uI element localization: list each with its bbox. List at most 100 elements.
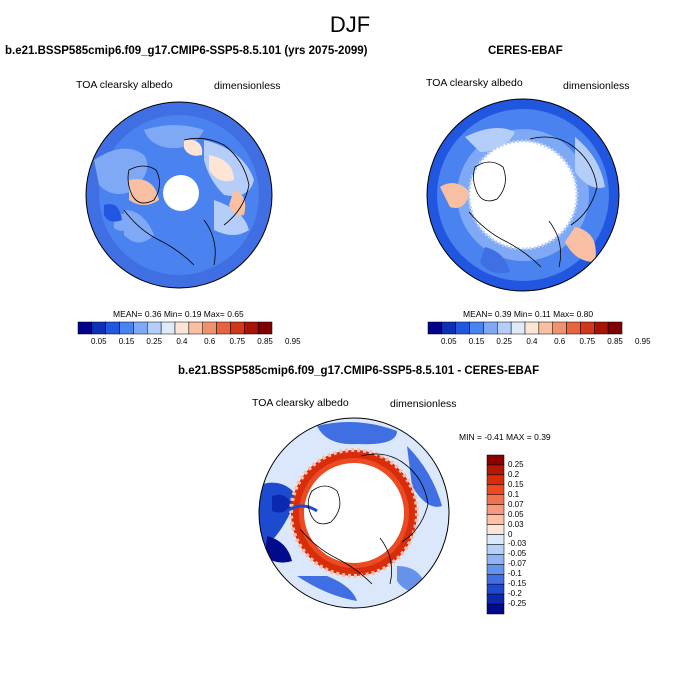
- panel-2-colorbar-tick-label: 0.85: [607, 337, 623, 346]
- panel-2-colorbar-swatch: [497, 321, 512, 335]
- panel-2-colorbar-swatch: [538, 321, 553, 335]
- panel-1-colorbar-swatch: [105, 321, 120, 335]
- panel-1-colorbar-tick-label: 0.85: [257, 337, 273, 346]
- diff-colorbar-tick-label: -0.03: [508, 539, 527, 549]
- diff-colorbar-swatch: [486, 464, 505, 476]
- panel-1-mean-value: 0.36: [144, 309, 162, 319]
- diff-colorbar-swatch: [486, 583, 505, 595]
- panel-1-max-label: Max=: [203, 309, 225, 319]
- panel-2-colorbar-swatch: [566, 321, 581, 335]
- diff-panel-map: [258, 417, 450, 609]
- panel-2-colorbar-swatch: [552, 321, 567, 335]
- panel-1-colorbar-tick-label: 0.15: [118, 337, 135, 346]
- diff-colorbar-swatch: [486, 474, 505, 486]
- panel-2-colorbar-swatch: [455, 321, 470, 335]
- panel-1-colorbar-ticks: 0.05 0.15 0.25 0.4 0.6 0.75 0.85 0.95: [78, 337, 301, 349]
- panel-1-colorbar-tick-label: 0.4: [176, 337, 188, 346]
- diff-colorbar-swatch: [486, 593, 505, 605]
- diff-colorbar-tick-label: -0.1: [508, 569, 522, 579]
- panel-2-colorbar-tick-label: 0.15: [468, 337, 485, 346]
- panel-1-colorbar-swatch: [91, 321, 106, 335]
- diff-colorbar-tick-label: 0.15: [508, 479, 524, 489]
- panel-2-colorbar-swatch: [441, 321, 456, 335]
- panel-1-colorbar-swatch: [244, 321, 259, 335]
- panel-2-colorbar-swatch: [580, 321, 595, 335]
- diff-panel-variable: TOA clearsky albedo: [252, 397, 349, 409]
- page-title: DJF: [329, 12, 371, 37]
- panel-2-variable: TOA clearsky albedo: [426, 77, 523, 89]
- diff-colorbar-tick-label: 0.05: [508, 509, 524, 519]
- panel-1-colorbar-swatch: [160, 321, 176, 335]
- panel-1-stats: MEAN= 0.36 Min= 0.19 Max= 0.65: [113, 309, 244, 319]
- panel-2-colorbar-swatch: [469, 321, 484, 335]
- panel-2-mean-value: 0.39: [494, 309, 512, 319]
- panel-2-max-value: 0.80: [576, 309, 594, 319]
- panel-2-mean-label: MEAN=: [463, 309, 493, 319]
- panel-2-colorbar-ticks: 0.05 0.15 0.25 0.4 0.6 0.75 0.85 0.95: [428, 337, 651, 349]
- panel-1-max-value: 0.65: [227, 309, 244, 319]
- diff-colorbar-swatch: [486, 564, 505, 575]
- panel-1-colorbar-swatch: [230, 321, 245, 335]
- diff-panel-minmax: MIN = -0.41 MAX = 0.39: [459, 432, 551, 442]
- panel-1-min-label: Min=: [163, 309, 183, 319]
- diff-colorbar-tick-label: 0: [508, 529, 513, 539]
- panel-2-colorbar-swatch: [483, 321, 498, 335]
- diff-colorbar-swatch: [486, 454, 505, 466]
- panel-2-colorbar-tick-label: 0.05: [440, 337, 457, 346]
- diff-colorbar-swatch: [486, 534, 505, 545]
- panel-1-colorbar-tick-label: 0.95: [284, 337, 301, 346]
- diff-colorbar-tick-label: -0.07: [508, 559, 527, 569]
- diff-colorbar-tick-label: -0.2: [508, 589, 522, 599]
- diff-colorbar-tick-label: 0.1: [508, 489, 520, 499]
- panel-1-colorbar-swatch: [216, 321, 231, 335]
- panel-2-colorbar-tick-label: 0.25: [496, 337, 512, 346]
- diff-panel-units: dimensionless: [390, 398, 457, 410]
- diff-colorbar-swatch: [486, 514, 505, 525]
- panel-1-min-value: 0.19: [184, 309, 202, 319]
- panel-1-colorbar: [77, 321, 273, 335]
- panel-1-colorbar-swatch: [174, 321, 190, 335]
- panel-1-colorbar-tick-label: 0.75: [229, 337, 246, 346]
- panel-1-title: b.e21.BSSP585cmip6.f09_g17.CMIP6-SSP5-8.…: [5, 45, 368, 57]
- diff-colorbar-tick-label: -0.05: [508, 549, 527, 559]
- panel-2-min-value: 0.11: [534, 309, 551, 319]
- diff-colorbar-swatch: [486, 484, 505, 495]
- diff-colorbar-tick-label: 0.2: [508, 469, 520, 479]
- diff-colorbar-tick-label: 0.25: [508, 459, 524, 469]
- diff-colorbar-swatch: [486, 544, 505, 555]
- panel-2-colorbar-tick-label: 0.75: [579, 337, 596, 346]
- diff-colorbar: [486, 454, 505, 615]
- panel-1-colorbar-swatch: [257, 321, 273, 335]
- panel-1-colorbar-tick-label: 0.6: [204, 337, 216, 346]
- diff-colorbar-swatch: [486, 554, 505, 565]
- panel-2-colorbar-tick-label: 0.4: [526, 337, 538, 346]
- panel-2-colorbar-swatch: [524, 321, 540, 335]
- diff-panel-title: b.e21.BSSP585cmip6.f09_g17.CMIP6-SSP5-8.…: [178, 365, 540, 377]
- panel-1-colorbar-tick-label: 0.25: [146, 337, 162, 346]
- panel-1-colorbar-swatch: [77, 321, 93, 335]
- panel-2-colorbar-tick-label: 0.6: [554, 337, 566, 346]
- panel-2-colorbar-swatch: [594, 321, 609, 335]
- panel-1-colorbar-swatch: [202, 321, 217, 335]
- panel-2-max-label: Max=: [553, 309, 575, 319]
- panel-1-variable: TOA clearsky albedo: [76, 79, 173, 91]
- panel-1-map: [85, 101, 273, 289]
- diff-colorbar-tick-label: -0.25: [508, 599, 527, 609]
- panel-2-title: CERES-EBAF: [488, 45, 563, 57]
- diff-colorbar-tick-label: 0.07: [508, 499, 524, 509]
- panel-2-stats: MEAN= 0.39 Min= 0.11 Max= 0.80: [463, 309, 593, 319]
- panel-1-colorbar-tick-label: 0.05: [90, 337, 107, 346]
- panel-2-colorbar-swatch: [427, 321, 443, 335]
- panel-1-colorbar-swatch: [133, 321, 148, 335]
- panel-2-units: dimensionless: [563, 80, 630, 92]
- panel-2-min-label: Min=: [513, 309, 533, 319]
- panel-1-colorbar-swatch: [119, 321, 134, 335]
- panel-2-colorbar-swatch: [607, 321, 623, 335]
- panel-1-units: dimensionless: [214, 80, 281, 92]
- panel-1-mean-label: MEAN=: [113, 309, 143, 319]
- diff-colorbar-tick-label: 0.03: [508, 519, 524, 529]
- panel-1-colorbar-swatch: [188, 321, 203, 335]
- diff-colorbar-swatch: [486, 504, 505, 515]
- diff-colorbar-swatch: [486, 494, 505, 505]
- diff-colorbar-tick-label: -0.15: [508, 579, 527, 589]
